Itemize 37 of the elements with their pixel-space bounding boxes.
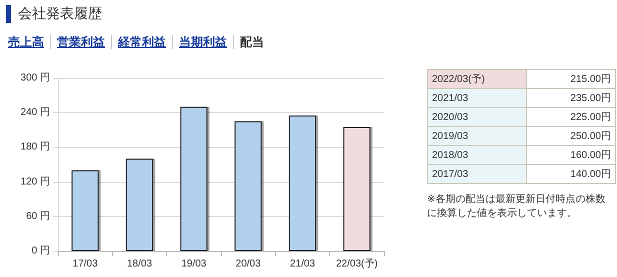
bar <box>288 115 316 251</box>
text: 160.00円 <box>526 146 616 164</box>
text: 2017/03 <box>428 164 526 184</box>
y-tick-label: 240 円 <box>20 107 50 118</box>
x-tick-label: 17/03 <box>72 258 98 270</box>
y-tick-label: 120 円 <box>20 176 50 188</box>
text: 2019/03 <box>428 126 526 146</box>
x-tick-label: 22/03(予) <box>336 258 378 270</box>
bar <box>180 106 208 251</box>
x-tick-label: 19/03 <box>181 258 207 270</box>
text: 当期利益 <box>172 35 227 49</box>
text: 2018/03 <box>428 146 526 164</box>
text: 250.00円 <box>526 126 616 146</box>
bar <box>126 158 154 251</box>
bar <box>343 127 370 251</box>
x-tick-label: 21/03 <box>290 258 316 270</box>
y-tick-label: 180 円 <box>20 142 50 153</box>
text: 235.00円 <box>526 88 616 108</box>
text: 215.00円 <box>526 70 616 88</box>
y-tick-label: 300 円 <box>20 72 50 84</box>
text: 売上高 <box>8 35 44 49</box>
text: 経常利益 <box>111 35 166 49</box>
text: ※各期の配当は最新更新日付時点の株数に換算した値を表示しています。 <box>427 193 606 221</box>
x-tick-label: 20/03 <box>236 258 262 270</box>
text: 225.00円 <box>526 108 616 126</box>
x-tick-label: 18/03 <box>126 258 152 270</box>
text: 2020/03 <box>428 108 526 126</box>
text: 2021/03 <box>428 88 526 108</box>
bar <box>234 121 262 251</box>
y-tick-label: 0 円 <box>32 246 50 256</box>
text: 140.00円 <box>526 164 616 184</box>
text: 営業利益 <box>50 35 105 49</box>
y-tick-label: 60 円 <box>26 210 50 222</box>
bar <box>72 170 99 251</box>
chart-title: 会社発表履歴 <box>18 5 102 23</box>
text: 配当 <box>233 35 264 49</box>
text: 2022/03(予) <box>428 70 526 88</box>
